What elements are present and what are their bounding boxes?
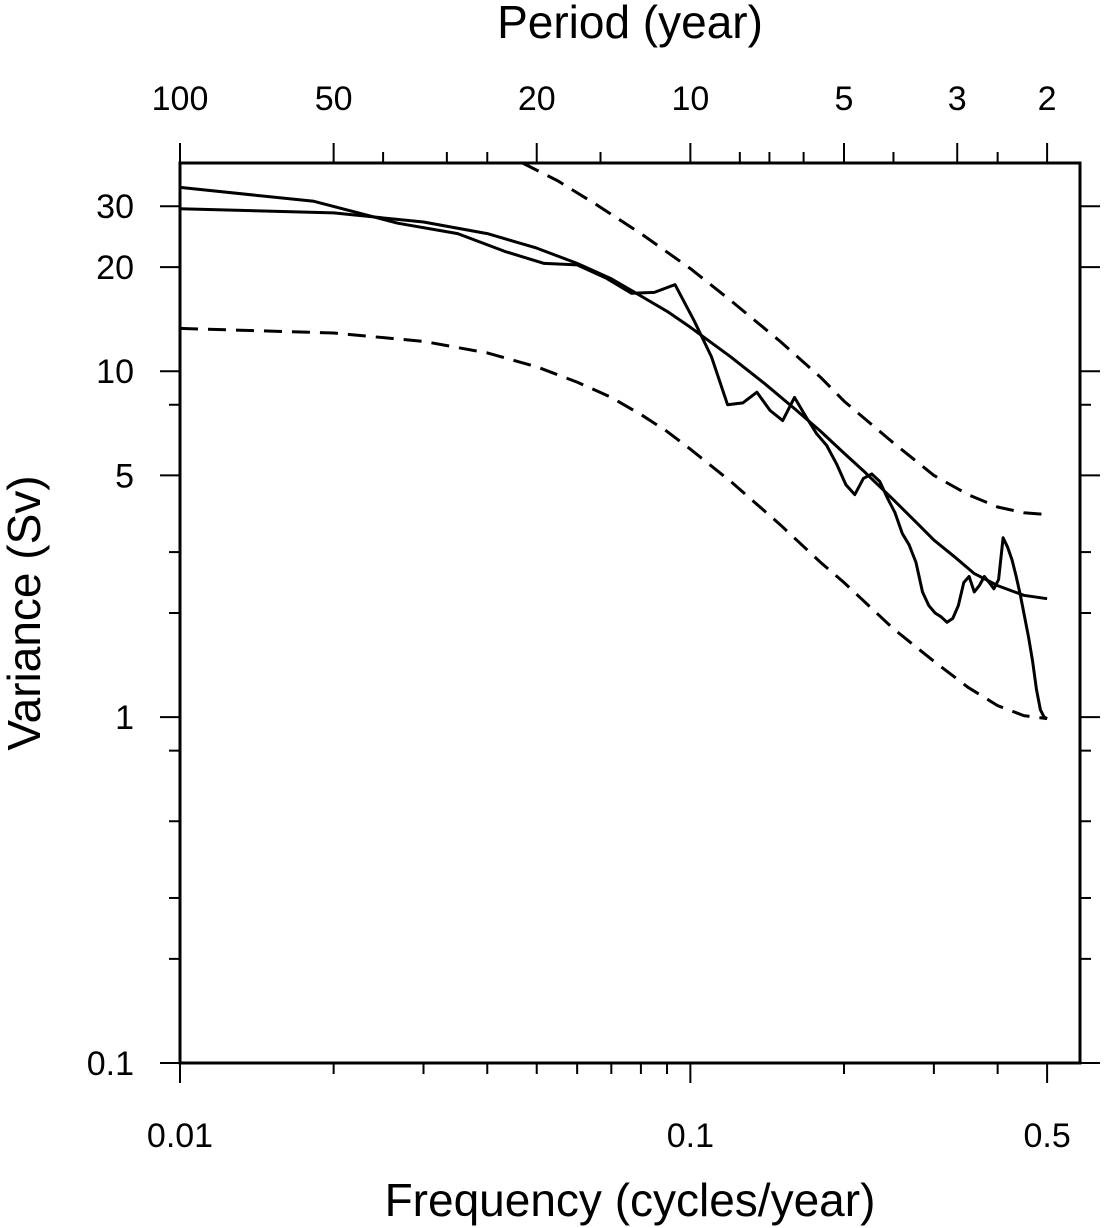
labels-layer: 0.01 0.1 0.5 0.1 1 5 10 20 30 100 50 20 10 5 3 2	[87, 80, 1071, 1155]
x-tick-label: 0.01	[147, 1117, 213, 1155]
y-tick-label: 5	[115, 457, 134, 495]
y-axis-title: Variance (Sv)	[0, 475, 50, 750]
top-tick-label: 2	[1038, 80, 1057, 118]
series-layer	[179, 161, 1048, 721]
x-tick-label: 0.5	[1023, 1117, 1070, 1155]
series-line-1	[179, 185, 1048, 720]
top-tick-label: 10	[671, 80, 709, 118]
top-tick-label: 5	[835, 80, 854, 118]
y-tick-label: 1	[115, 699, 134, 737]
top-tick-label: 50	[315, 80, 353, 118]
top-tick-label: 3	[948, 80, 967, 118]
y-tick-label: 10	[96, 353, 134, 391]
plot-frame	[178, 161, 1082, 1065]
series-line-3	[521, 161, 1048, 517]
y-tick-label: 20	[96, 249, 134, 287]
top-axis-title: Period (year)	[497, 0, 763, 48]
series-line-2	[179, 207, 1048, 601]
top-tick-label: 20	[518, 80, 556, 118]
series-line-4	[179, 326, 1048, 721]
top-tick-label: 100	[152, 80, 209, 118]
y-tick-label: 30	[96, 188, 134, 226]
ticks-layer	[160, 143, 1100, 1083]
y-tick-label: 0.1	[87, 1045, 134, 1083]
x-axis-title: Frequency (cycles/year)	[385, 1174, 876, 1226]
x-tick-label: 0.1	[667, 1117, 714, 1155]
